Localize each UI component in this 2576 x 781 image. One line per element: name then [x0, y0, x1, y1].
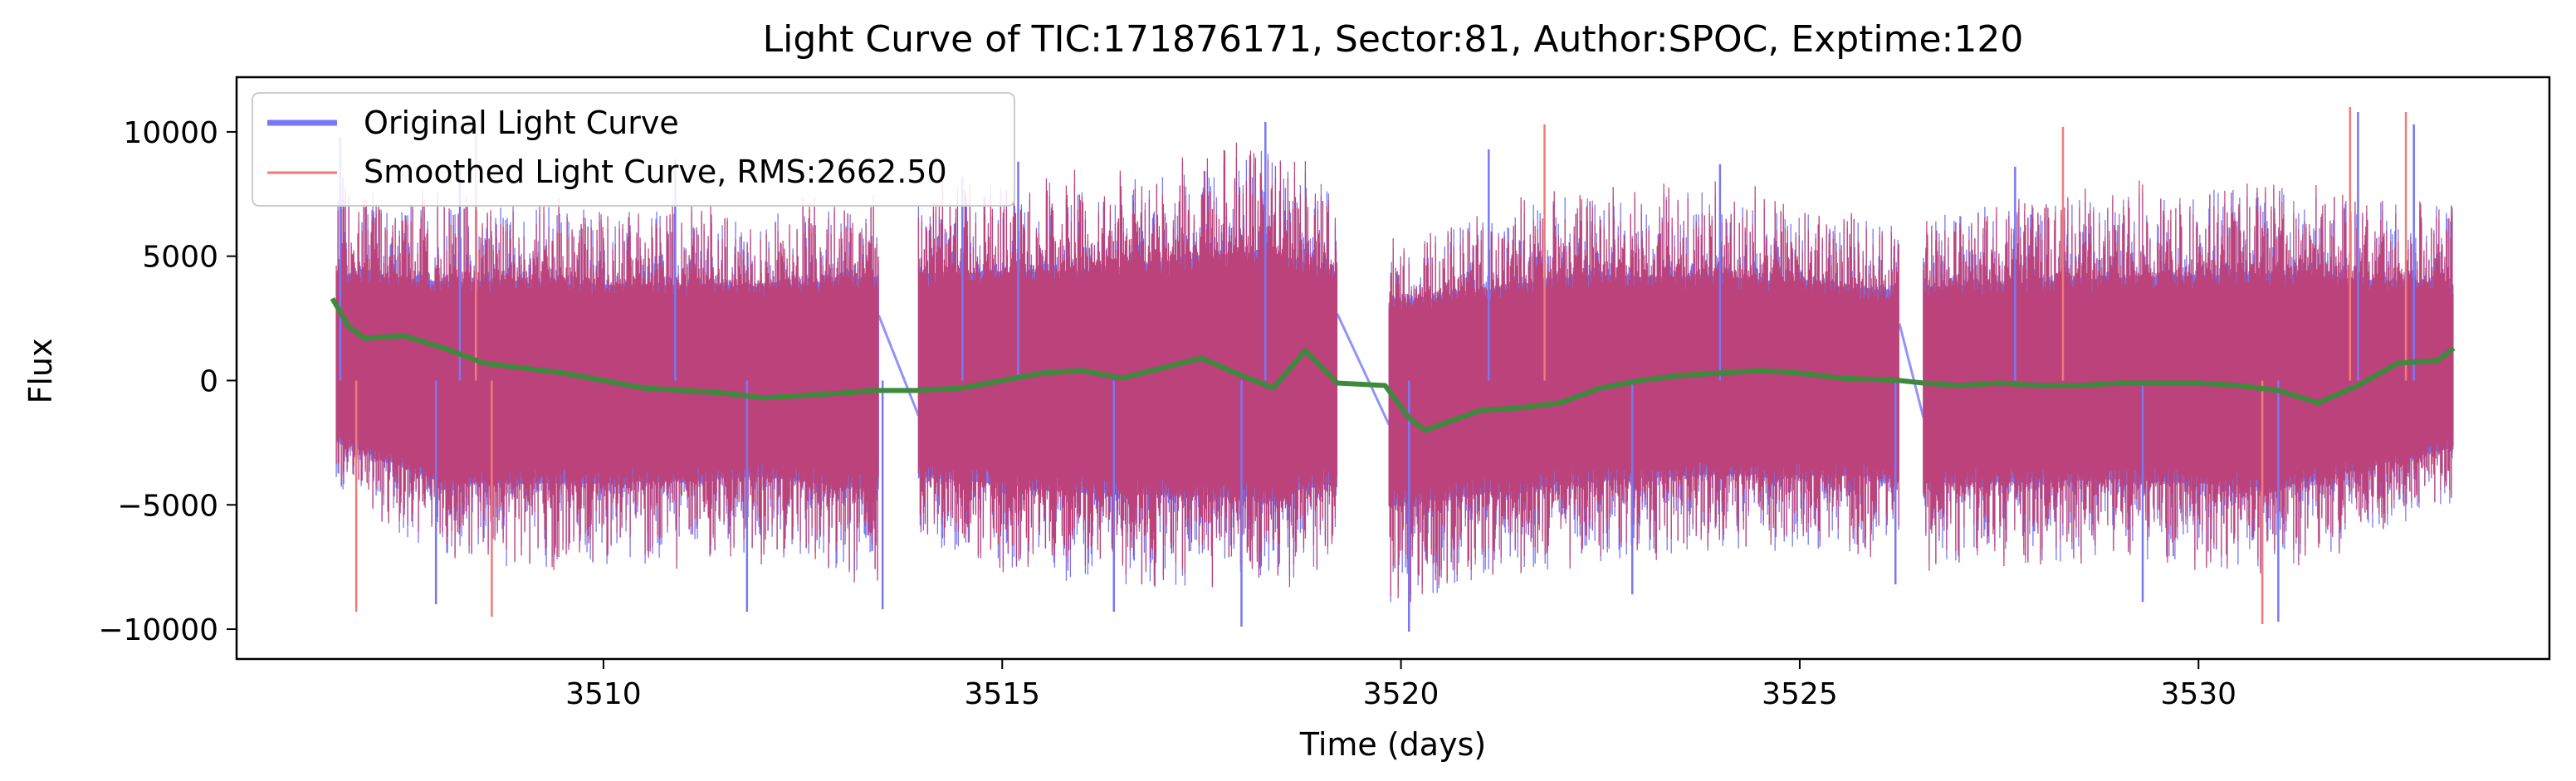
chart-title: Light Curve of TIC:171876171, Sector:81,… [763, 18, 2024, 61]
axes: 3510 3515 3520 3525 3530 −10000 −5000 0 5000 1000… [98, 116, 2236, 711]
plot-area [330, 106, 2456, 632]
y-tick-label-2: 0 [199, 364, 218, 398]
y-axis-label: Flux [22, 339, 59, 404]
legend: Original Light Curve Smoothed Light Curv… [252, 92, 1015, 207]
x-tick-label-3530: 3530 [2160, 677, 2236, 711]
legend-box [252, 92, 1015, 207]
x-tick-label-3510: 3510 [565, 677, 642, 711]
original-gap-line-2 [1898, 323, 1925, 418]
x-tick-label-3515: 3515 [964, 677, 1040, 711]
y-tick-label-1: −5000 [117, 489, 218, 523]
axes-frame [235, 76, 2551, 661]
legend-original-label: Original Light Curve [364, 105, 679, 141]
original-gap-line-1 [1336, 313, 1391, 426]
trend-line [330, 297, 2456, 433]
y-tick-label-3: 5000 [142, 241, 218, 275]
y-tick-label-4: 10000 [123, 116, 218, 150]
x-tick-label-3525: 3525 [1762, 677, 1838, 711]
y-tick-label-0: −10000 [98, 613, 218, 647]
x-tick-label-3520: 3520 [1363, 677, 1440, 711]
legend-smoothed-label: Smoothed Light Curve, RMS:2662.50 [364, 154, 947, 190]
smoothed-light-curve-segment-1 [917, 142, 1338, 588]
x-axis-label: Time (days) [1299, 726, 1486, 763]
original-gap-line-0 [877, 315, 920, 417]
